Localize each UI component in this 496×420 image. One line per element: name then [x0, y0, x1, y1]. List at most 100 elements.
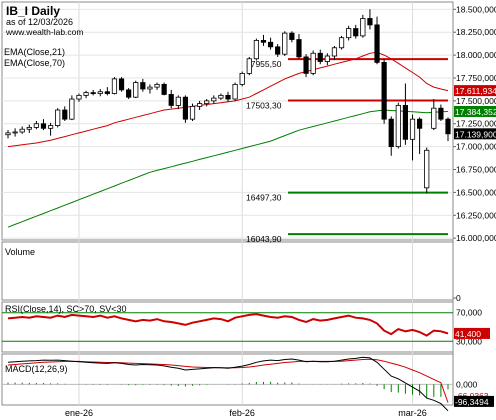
rsi-line [7, 313, 449, 337]
candle-body [324, 55, 330, 62]
candle-body [211, 97, 217, 102]
candle-body [90, 92, 96, 95]
candle-body [40, 123, 47, 129]
candle-body [289, 32, 295, 40]
candle-body [331, 47, 338, 57]
candle-body [282, 32, 288, 55]
candle-body [111, 78, 118, 94]
candle-body [140, 82, 146, 90]
chart-title: IB_I Daily [6, 4, 60, 18]
ema70-legend: EMA(Close,70) [4, 58, 65, 68]
candle-body [161, 83, 167, 95]
candle-body [19, 128, 25, 133]
candle-body [303, 56, 309, 74]
candle-body [267, 41, 274, 48]
candle-body [253, 40, 259, 60]
candle-body [168, 94, 174, 106]
candle-body [97, 91, 103, 94]
candle-body [218, 94, 224, 99]
candle-body [381, 62, 387, 120]
macd-zero-label: 0,000 [456, 379, 478, 389]
candle-body [47, 125, 54, 129]
candle-body [239, 73, 245, 85]
x-tick-label: ene-26 [65, 408, 93, 418]
last-price-label: 17.139,900 [455, 129, 496, 139]
candle-body [409, 118, 416, 140]
candle-body [338, 37, 345, 49]
candle-body [204, 100, 210, 105]
candle-body [133, 82, 139, 98]
candle-body [388, 118, 394, 148]
candle-body [83, 92, 89, 96]
level-label: 17955,50 [246, 59, 282, 69]
macd-label: MACD(12,26,9) [5, 364, 68, 374]
y-tick-label: 16.500,000 [456, 187, 496, 197]
candle-body [126, 89, 132, 98]
y-tick-label: 17.500,000 [456, 96, 496, 106]
candle-body [154, 83, 160, 88]
macd-signal-line [7, 358, 449, 403]
y-tick-label: 17.750,000 [456, 73, 496, 83]
candle-body [197, 103, 203, 107]
rsi-last-label: 41,400 [455, 329, 481, 339]
candle-body [317, 52, 323, 62]
candle-body [353, 28, 359, 37]
y-tick-label: 18.000,000 [456, 50, 496, 60]
candle-body [310, 52, 316, 74]
candle-body [232, 83, 238, 100]
candle-body [296, 39, 302, 58]
candle-body [76, 94, 82, 100]
candle-body [260, 40, 267, 43]
candle-body [104, 91, 110, 94]
panel-vol-frame [1, 241, 454, 301]
candle-body [69, 98, 75, 120]
ema70-last-label-bg [454, 105, 496, 117]
volume-label: Volume [5, 247, 35, 257]
rsi-last-bg [454, 327, 490, 339]
volume-axis-label: 0 [456, 293, 461, 303]
asof-date: as of 12/03/2026 [6, 17, 73, 27]
candle-body [445, 118, 451, 135]
y-tick-label: 18.500,000 [456, 4, 496, 14]
candle-body [33, 123, 39, 128]
candle-body [182, 96, 189, 120]
candle-body [346, 28, 352, 39]
y-tick-label: 16.750,000 [456, 165, 496, 175]
ema21-last-label-bg [454, 85, 496, 97]
y-tick-label: 17.250,000 [456, 119, 496, 129]
level-label: 16043,90 [246, 234, 282, 244]
candle-body [62, 109, 68, 120]
site-url: www.wealth-lab.com [5, 27, 83, 37]
y-tick-label: 18.250,000 [456, 27, 496, 37]
x-tick-label: mar-26 [398, 408, 427, 418]
level-label: 17503,30 [246, 101, 282, 111]
y-tick-label: 16.000,000 [456, 233, 496, 243]
candle-body [438, 107, 444, 120]
candle-body [189, 105, 196, 120]
ema21-last-label: 17.611,934 [455, 86, 496, 96]
macd-signal-last-label-bg [454, 389, 494, 401]
candle-body [275, 46, 281, 55]
ema70-last-label: 17.384,352 [455, 107, 496, 117]
panel-price-frame [1, 1, 454, 241]
candle-body [55, 109, 61, 126]
rsi-label: RSI(Close,14), SC>70, SV<30 [5, 304, 127, 314]
candle-body [118, 78, 125, 91]
candle-body [374, 24, 380, 63]
rsi-tick-label: 30,000 [456, 336, 482, 346]
candle-body [12, 131, 18, 134]
candle-body [431, 107, 437, 129]
macd-signal-last-label: -66,0363 [455, 391, 489, 401]
candle-body [402, 105, 409, 140]
candle-body [246, 58, 252, 74]
candle-body [5, 132, 11, 136]
ema70-line [7, 109, 449, 228]
x-tick-label: feb-26 [229, 408, 255, 418]
macd-last-label: -96,3494 [455, 397, 489, 407]
candle-body [367, 18, 373, 26]
last-price-label-bg [454, 128, 496, 140]
candle-body [175, 96, 181, 106]
macd-line [7, 356, 449, 412]
level-label: 16497,30 [246, 193, 282, 203]
